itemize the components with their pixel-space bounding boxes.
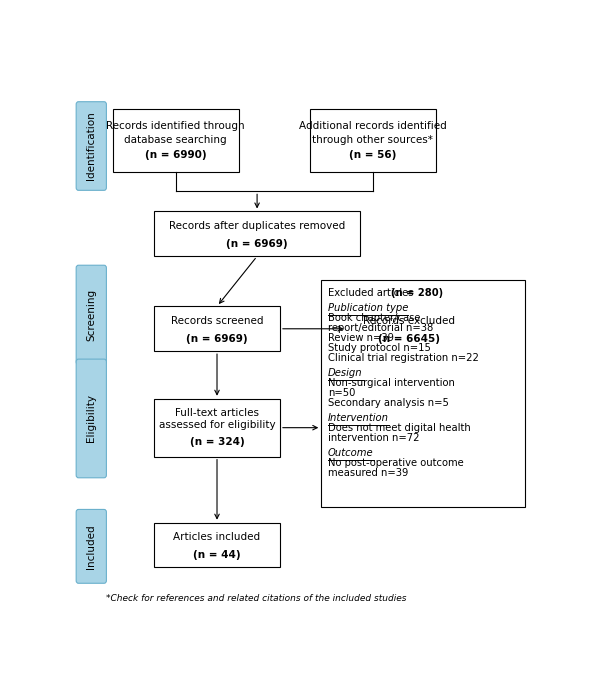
Bar [154,523,280,567]
Text: (n = 6990): (n = 6990) [145,151,207,160]
Text: Articles included: Articles included [173,532,261,543]
FancyBboxPatch shape [76,265,106,364]
Text: Does not meet digital health: Does not meet digital health [328,423,471,433]
Bar [346,306,472,351]
Text: (n = 6645): (n = 6645) [378,334,440,344]
Text: Identification: Identification [86,112,96,180]
Text: (n = 44): (n = 44) [193,550,241,560]
Text: Eligibility: Eligibility [86,395,96,443]
Text: Additional records identified: Additional records identified [299,121,447,132]
Text: Design: Design [328,368,363,378]
Text: Publication type: Publication type [328,303,408,313]
Bar [113,109,239,172]
Text: database searching: database searching [125,135,227,145]
Bar [322,280,525,507]
Text: Review n=39: Review n=39 [328,333,394,343]
Text: (n = 324): (n = 324) [190,437,245,447]
Text: Records after duplicates removed: Records after duplicates removed [169,221,345,232]
Text: (n = 280): (n = 280) [391,288,443,298]
Text: measured n=39: measured n=39 [328,468,408,478]
Text: *Check for references and related citations of the included studies: *Check for references and related citati… [106,593,407,603]
Text: Intervention: Intervention [328,413,389,423]
FancyBboxPatch shape [76,101,106,190]
Text: report/editorial n=38: report/editorial n=38 [328,323,433,333]
Bar [310,109,436,172]
Text: Records screened: Records screened [171,316,263,326]
Text: Screening: Screening [86,289,96,341]
Bar [154,212,360,256]
Text: Full-text articles: Full-text articles [175,408,259,418]
Text: Non-surgical intervention: Non-surgical intervention [328,378,455,388]
Text: (n = 6969): (n = 6969) [226,238,288,249]
Text: (n = 56): (n = 56) [349,151,397,160]
Text: Excluded articles: Excluded articles [328,288,417,298]
Bar [154,399,280,457]
Text: Secondary analysis n=5: Secondary analysis n=5 [328,398,449,408]
FancyBboxPatch shape [76,510,106,584]
Text: intervention n=72: intervention n=72 [328,433,420,443]
Text: Book chapter/case: Book chapter/case [328,313,421,323]
Text: assessed for eligibility: assessed for eligibility [159,420,275,429]
Text: Included: Included [86,524,96,569]
Text: through other sources*: through other sources* [312,135,433,145]
Text: No post-operative outcome: No post-operative outcome [328,458,464,468]
Text: Records identified through: Records identified through [106,121,245,132]
Text: Outcome: Outcome [328,448,374,458]
Text: Clinical trial registration n=22: Clinical trial registration n=22 [328,353,479,363]
Text: Records excluded: Records excluded [363,316,456,326]
Text: n=50: n=50 [328,388,355,398]
FancyBboxPatch shape [76,359,106,478]
Bar [154,306,280,351]
Text: Study protocol n=15: Study protocol n=15 [328,343,431,353]
Text: (n = 6969): (n = 6969) [186,334,248,344]
